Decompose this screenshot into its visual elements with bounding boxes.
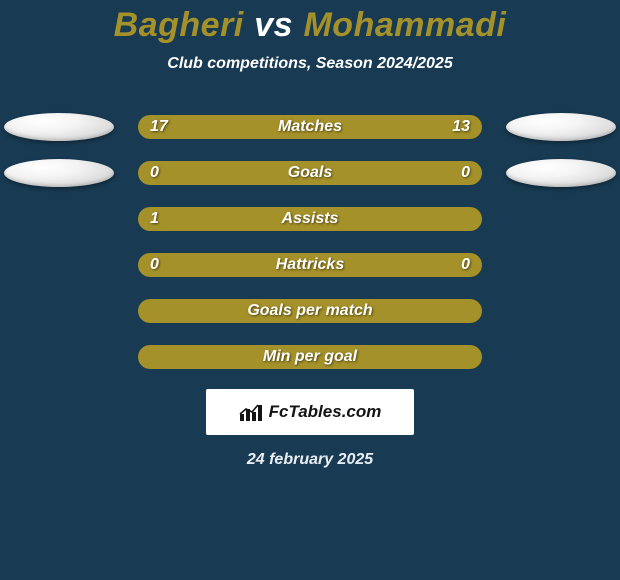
stat-bar <box>138 207 482 231</box>
title-player2: Mohammadi <box>303 6 506 44</box>
stat-bar <box>138 161 482 185</box>
stat-value-left: 0 <box>150 251 159 279</box>
stat-value-left: 1 <box>150 205 159 233</box>
stat-row: 00Hattricks <box>0 251 620 279</box>
player-badge-left <box>4 159 114 187</box>
title-player1: Bagheri <box>114 6 244 44</box>
stat-value-right: 0 <box>461 251 470 279</box>
player-badge-right <box>506 113 616 141</box>
stat-row: Goals per match <box>0 297 620 325</box>
comparison-rows: 1713Matches00Goals1Assists00HattricksGoa… <box>0 113 620 371</box>
stat-bar <box>138 115 482 139</box>
player-badge-left <box>4 113 114 141</box>
stat-row: Min per goal <box>0 343 620 371</box>
logo-box: FcTables.com <box>206 389 414 435</box>
stat-value-right: 13 <box>452 113 470 141</box>
stat-row: 1Assists <box>0 205 620 233</box>
date-line: 24 february 2025 <box>0 451 620 469</box>
stat-row: 1713Matches <box>0 113 620 141</box>
barchart-icon <box>239 402 263 422</box>
stat-value-left: 17 <box>150 113 168 141</box>
stat-bar <box>138 345 482 369</box>
logo-text: FcTables.com <box>269 402 382 422</box>
title-vs: vs <box>254 6 293 44</box>
stat-row: 00Goals <box>0 159 620 187</box>
stat-value-right: 0 <box>461 159 470 187</box>
stat-bar <box>138 299 482 323</box>
stat-bar <box>138 253 482 277</box>
player-badge-right <box>506 159 616 187</box>
stat-value-left: 0 <box>150 159 159 187</box>
subtitle: Club competitions, Season 2024/2025 <box>0 55 620 73</box>
title: Bagheri vs Mohammadi <box>0 0 620 45</box>
